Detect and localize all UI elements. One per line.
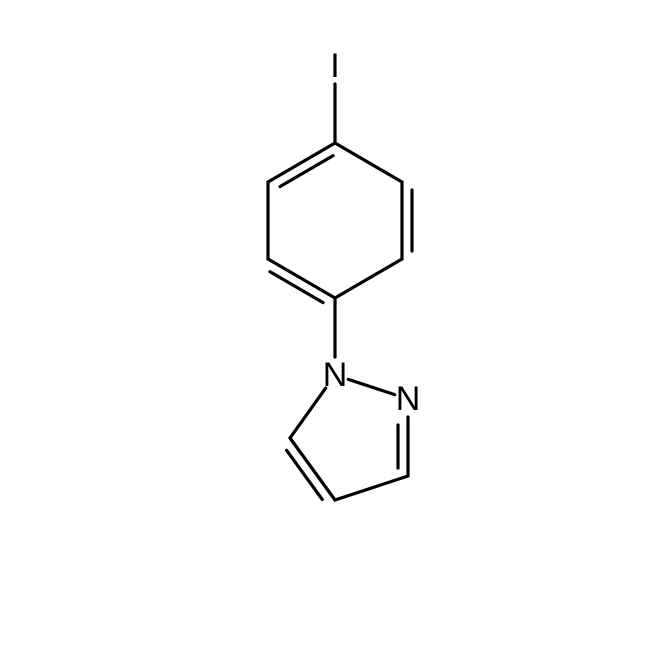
atom-label-n: N: [323, 356, 348, 394]
chemical-structure: I N N: [0, 0, 650, 650]
atom-label-i: I: [330, 47, 339, 85]
atom-label-n: N: [396, 380, 421, 418]
